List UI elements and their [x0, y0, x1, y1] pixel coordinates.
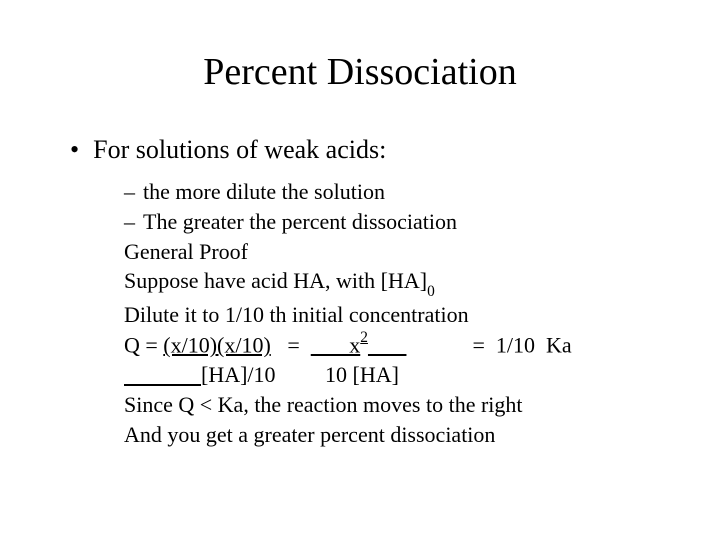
- main-bullet-row: • For solutions of weak acids:: [70, 134, 670, 165]
- line2-subscript: 0: [427, 283, 435, 300]
- sub-bullet-2: – The greater the percent dissociation: [124, 207, 670, 237]
- proof-line-3: Dilute it to 1/10 th initial concentrati…: [124, 300, 670, 330]
- equation-line-2: [HA]/10 10 [HA]: [124, 360, 670, 390]
- eq-pad-under: [368, 332, 407, 357]
- line5-a: [HA]/10: [201, 362, 276, 387]
- proof-line-7: And you get a greater percent dissociati…: [124, 420, 670, 450]
- sub-bullet-1: – the more dilute the solution: [124, 177, 670, 207]
- dash-marker: –: [124, 177, 135, 207]
- eq-exp: 2: [360, 329, 368, 346]
- proof-line-2: Suppose have acid HA, with [HA]0: [124, 266, 670, 300]
- eq-pre: Q =: [124, 332, 163, 357]
- proof-line-6: Since Q < Ka, the reaction moves to the …: [124, 390, 670, 420]
- eq-post: = 1/10 Ka: [406, 332, 571, 357]
- line5-pad: [124, 362, 201, 387]
- equation-line-1: Q = (x/10)(x/10) = x2 = 1/10 Ka: [124, 330, 670, 360]
- line5-b: 10 [HA]: [325, 362, 399, 387]
- sub-content-block: – the more dilute the solution – The gre…: [124, 177, 670, 449]
- dash-marker: –: [124, 207, 135, 237]
- eq-frac1: (x/10)(x/10): [163, 332, 271, 357]
- sub-text-2: The greater the percent dissociation: [143, 207, 457, 237]
- main-bullet-text: For solutions of weak acids:: [93, 134, 386, 165]
- eq-x: x: [311, 332, 361, 357]
- sub-text-1: the more dilute the solution: [143, 177, 385, 207]
- proof-line-1: General Proof: [124, 237, 670, 267]
- line2-text: Suppose have acid HA, with [HA]: [124, 268, 427, 293]
- eq-mid: =: [271, 332, 311, 357]
- slide-title: Percent Dissociation: [50, 50, 670, 94]
- bullet-marker: •: [70, 134, 79, 165]
- line5-gap: [276, 362, 326, 387]
